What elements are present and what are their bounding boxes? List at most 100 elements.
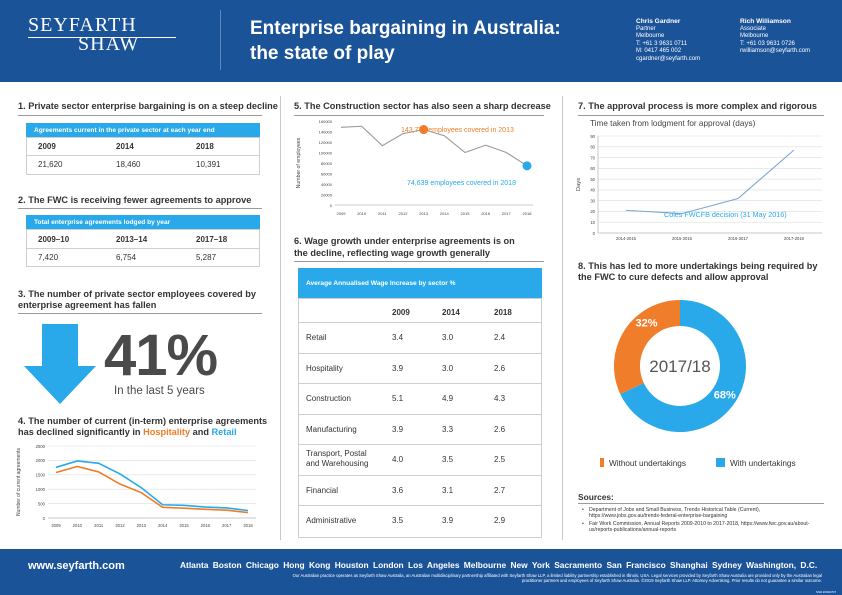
table-row-label: Retail [306, 333, 327, 342]
x-tick-label: 2016 [481, 211, 491, 216]
footer-bar [0, 549, 842, 595]
x-tick-label: 2016 [201, 523, 211, 528]
y-tick-label: 0 [593, 231, 596, 236]
highlight-point-2013 [419, 125, 429, 135]
x-tick-label: 2009 [337, 211, 347, 216]
y-tick-label: 60 [590, 166, 595, 171]
source-item: • Fair Work Commission, Annual Reports 20… [582, 521, 810, 533]
contact-email[interactable]: rwilliamson@seyfarth.com [740, 48, 811, 55]
section7-heading: 7. The approval process is more complex … [578, 101, 817, 111]
table-divider [298, 352, 542, 354]
section-rule [18, 313, 262, 314]
table-row-label: Administrative [306, 516, 357, 525]
y-tick-label: 10 [590, 220, 595, 225]
y-tick-label: 20 [590, 209, 595, 214]
section8-heading-line2: the FWC to cure defects and allow approv… [578, 272, 769, 282]
table-cell: 3.1 [442, 485, 454, 495]
y-tick-label: 90 [590, 134, 595, 139]
footer-disclaimer: Our Australian practice operates as Seyf… [292, 573, 822, 584]
annotation-2013: 143,776 employees covered in 2013 [401, 127, 514, 134]
y-axis-label: Number of current agreements [16, 447, 22, 516]
x-tick-label: 2011 [378, 211, 387, 216]
table-cell: 3.9 [442, 516, 454, 525]
y-axis-label: Number of employees [296, 137, 302, 188]
section6-heading-line2: the decline, reflecting wage growth gene… [294, 248, 491, 258]
y-axis-label: Days [576, 178, 582, 191]
undertakings-donut-chart: 68% 32% 2017/18 Without undertakings With un… [600, 300, 796, 468]
slice-label-with: 68% [714, 389, 736, 401]
column-divider [562, 96, 563, 540]
y-tick-label: 500 [38, 501, 46, 506]
section4-heading-line2: has declined significantly in Hospitalit… [18, 427, 237, 438]
y-tick-label: 1500 [36, 473, 46, 478]
footer-website-link[interactable]: www.seyfarth.com [28, 560, 125, 572]
stat-caption: In the last 5 years [114, 385, 205, 397]
series-line-construction [340, 125, 528, 167]
source-text: Department of Jobs and Small Business, T… [589, 507, 761, 519]
table-cell: 6,754 [116, 253, 137, 262]
section6-table [298, 298, 542, 538]
y-tick-label: 160000 [319, 119, 333, 124]
y-tick-label: 20000 [321, 192, 333, 197]
section4-heading-line1: 4. The number of current (in-term) enter… [18, 416, 268, 426]
table-row-label: Financial [306, 485, 339, 495]
table-cell: 2.7 [494, 485, 506, 495]
y-tick-label: 140000 [319, 129, 333, 134]
contact-email[interactable]: cgardner@seyfarth.com [636, 55, 701, 62]
source-text: Fair Work Commission, Annual Reports 200… [589, 521, 810, 533]
table-col-header: 2017–18 [196, 235, 228, 244]
header-divider [220, 10, 221, 70]
y-tick-label: 0 [43, 516, 46, 521]
table-cell: 3.3 [442, 424, 454, 434]
section-rule [18, 115, 262, 116]
table-cell: 3.0 [442, 363, 454, 373]
table-divider [26, 155, 260, 156]
table-cell: 2.6 [494, 363, 506, 373]
section1-heading: 1. Private sector enterprise bargaining … [18, 101, 278, 111]
table-cell: 5,287 [196, 253, 217, 262]
table-col-header: 2009 [392, 308, 410, 317]
annotation-coles: Coles FWCFB decision (31 May 2016) [664, 210, 787, 219]
y-tick-label: 80000 [321, 161, 333, 166]
series-line-hospitality [55, 465, 249, 514]
y-tick-label: 50 [590, 177, 595, 182]
table-divider [298, 474, 542, 476]
x-tick-label: 2015 [461, 211, 471, 216]
section1-table-title: Agreements current in the private sector… [26, 123, 260, 137]
y-tick-label: 30 [590, 198, 595, 203]
section-rule [18, 208, 262, 209]
x-tick-label: 2016-2017 [728, 236, 749, 241]
table-cell: 2.6 [494, 424, 506, 434]
highlight-retail: Retail [211, 427, 237, 437]
table-col-header: 2013–14 [116, 235, 148, 244]
contact-mobile: M: 0417 465 002 [636, 48, 682, 55]
section2-heading: 2. The FWC is receiving fewer agreements… [18, 195, 252, 205]
y-tick-label: 1000 [36, 487, 46, 492]
table-divider [26, 248, 260, 249]
y-tick-label: 40 [590, 188, 595, 193]
contact-city: Melbourne [636, 33, 665, 40]
table-cell: 2.4 [494, 333, 506, 342]
table-cell: 10,391 [196, 160, 221, 169]
y-tick-label: 2000 [36, 458, 46, 463]
x-tick-label: 2017 [502, 211, 512, 216]
table-col-header: 2009 [38, 142, 56, 151]
table-cell: 4.0 [392, 455, 404, 464]
table-cell: 3.9 [392, 363, 404, 373]
y-tick-label: 60000 [321, 171, 333, 176]
x-tick-label: 2012 [115, 523, 125, 528]
section3-heading-line2: enterprise agreement has fallen [18, 300, 157, 310]
y-tick-label: 0 [330, 203, 333, 208]
column-divider [280, 96, 281, 540]
donut-slice-with-undertakings [620, 300, 746, 432]
construction-line-chart: 160000 140000 120000 100000 80000 60000 40000 2… [296, 119, 533, 216]
x-tick-label: 2011 [94, 523, 104, 528]
x-tick-label: 2010 [73, 523, 83, 528]
table-divider [298, 383, 542, 384]
section3-heading-line1: 3. The number of private sector employee… [18, 289, 256, 299]
source-item: • Department of Jobs and Small Business, … [582, 507, 761, 519]
logo-seyfarth: SEYFARTH [28, 14, 137, 36]
stat-big-number: 41% [104, 323, 218, 388]
contact-role: Partner [636, 25, 656, 32]
legend-swatch-without [600, 458, 604, 467]
